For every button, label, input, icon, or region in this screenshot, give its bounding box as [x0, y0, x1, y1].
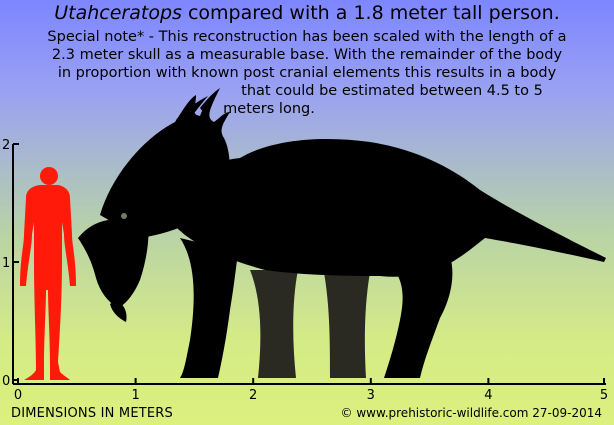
y-tick-label: 0: [2, 374, 10, 389]
axes: [12, 144, 606, 385]
special-note: Special note* - This reconstruction has …: [8, 28, 606, 118]
dimensions-label: DIMENSIONS IN METERS: [11, 406, 173, 421]
note-line: that could be estimated between 4.5 to 5: [241, 83, 543, 99]
page-title: Utahceratops compared with a 1.8 meter t…: [0, 2, 614, 24]
x-tick-label: 0: [14, 388, 22, 403]
note-line: in proportion with known post cranial el…: [57, 65, 557, 81]
x-tick-label: 3: [367, 388, 375, 403]
y-tick-label: 2: [2, 138, 10, 153]
x-axis-ticks: 0 1 2 3 4 5: [14, 378, 608, 403]
human-silhouette: [20, 167, 76, 380]
dinosaur-silhouette: [78, 88, 606, 378]
note-line: Special note* - This reconstruction has …: [47, 29, 567, 45]
x-tick-label: 5: [600, 388, 608, 403]
dinosaur-far-legs: [250, 262, 372, 378]
title-genus: Utahceratops: [54, 2, 182, 24]
note-line: meters long.: [223, 101, 315, 117]
note-line: 2.3 meter skull as a measurable base. Wi…: [51, 47, 563, 63]
y-axis-ticks: 2 1 0: [2, 138, 19, 389]
dinosaur-eye: [121, 213, 127, 219]
title-rest: compared with a 1.8 meter tall person.: [181, 2, 560, 24]
y-tick-label: 1: [2, 256, 10, 271]
x-tick-label: 2: [249, 388, 257, 403]
credit-text: © www.prehistoric-wildlife.com 27-09-201…: [340, 406, 602, 420]
x-tick-label: 1: [131, 388, 139, 403]
x-tick-label: 4: [484, 388, 492, 403]
